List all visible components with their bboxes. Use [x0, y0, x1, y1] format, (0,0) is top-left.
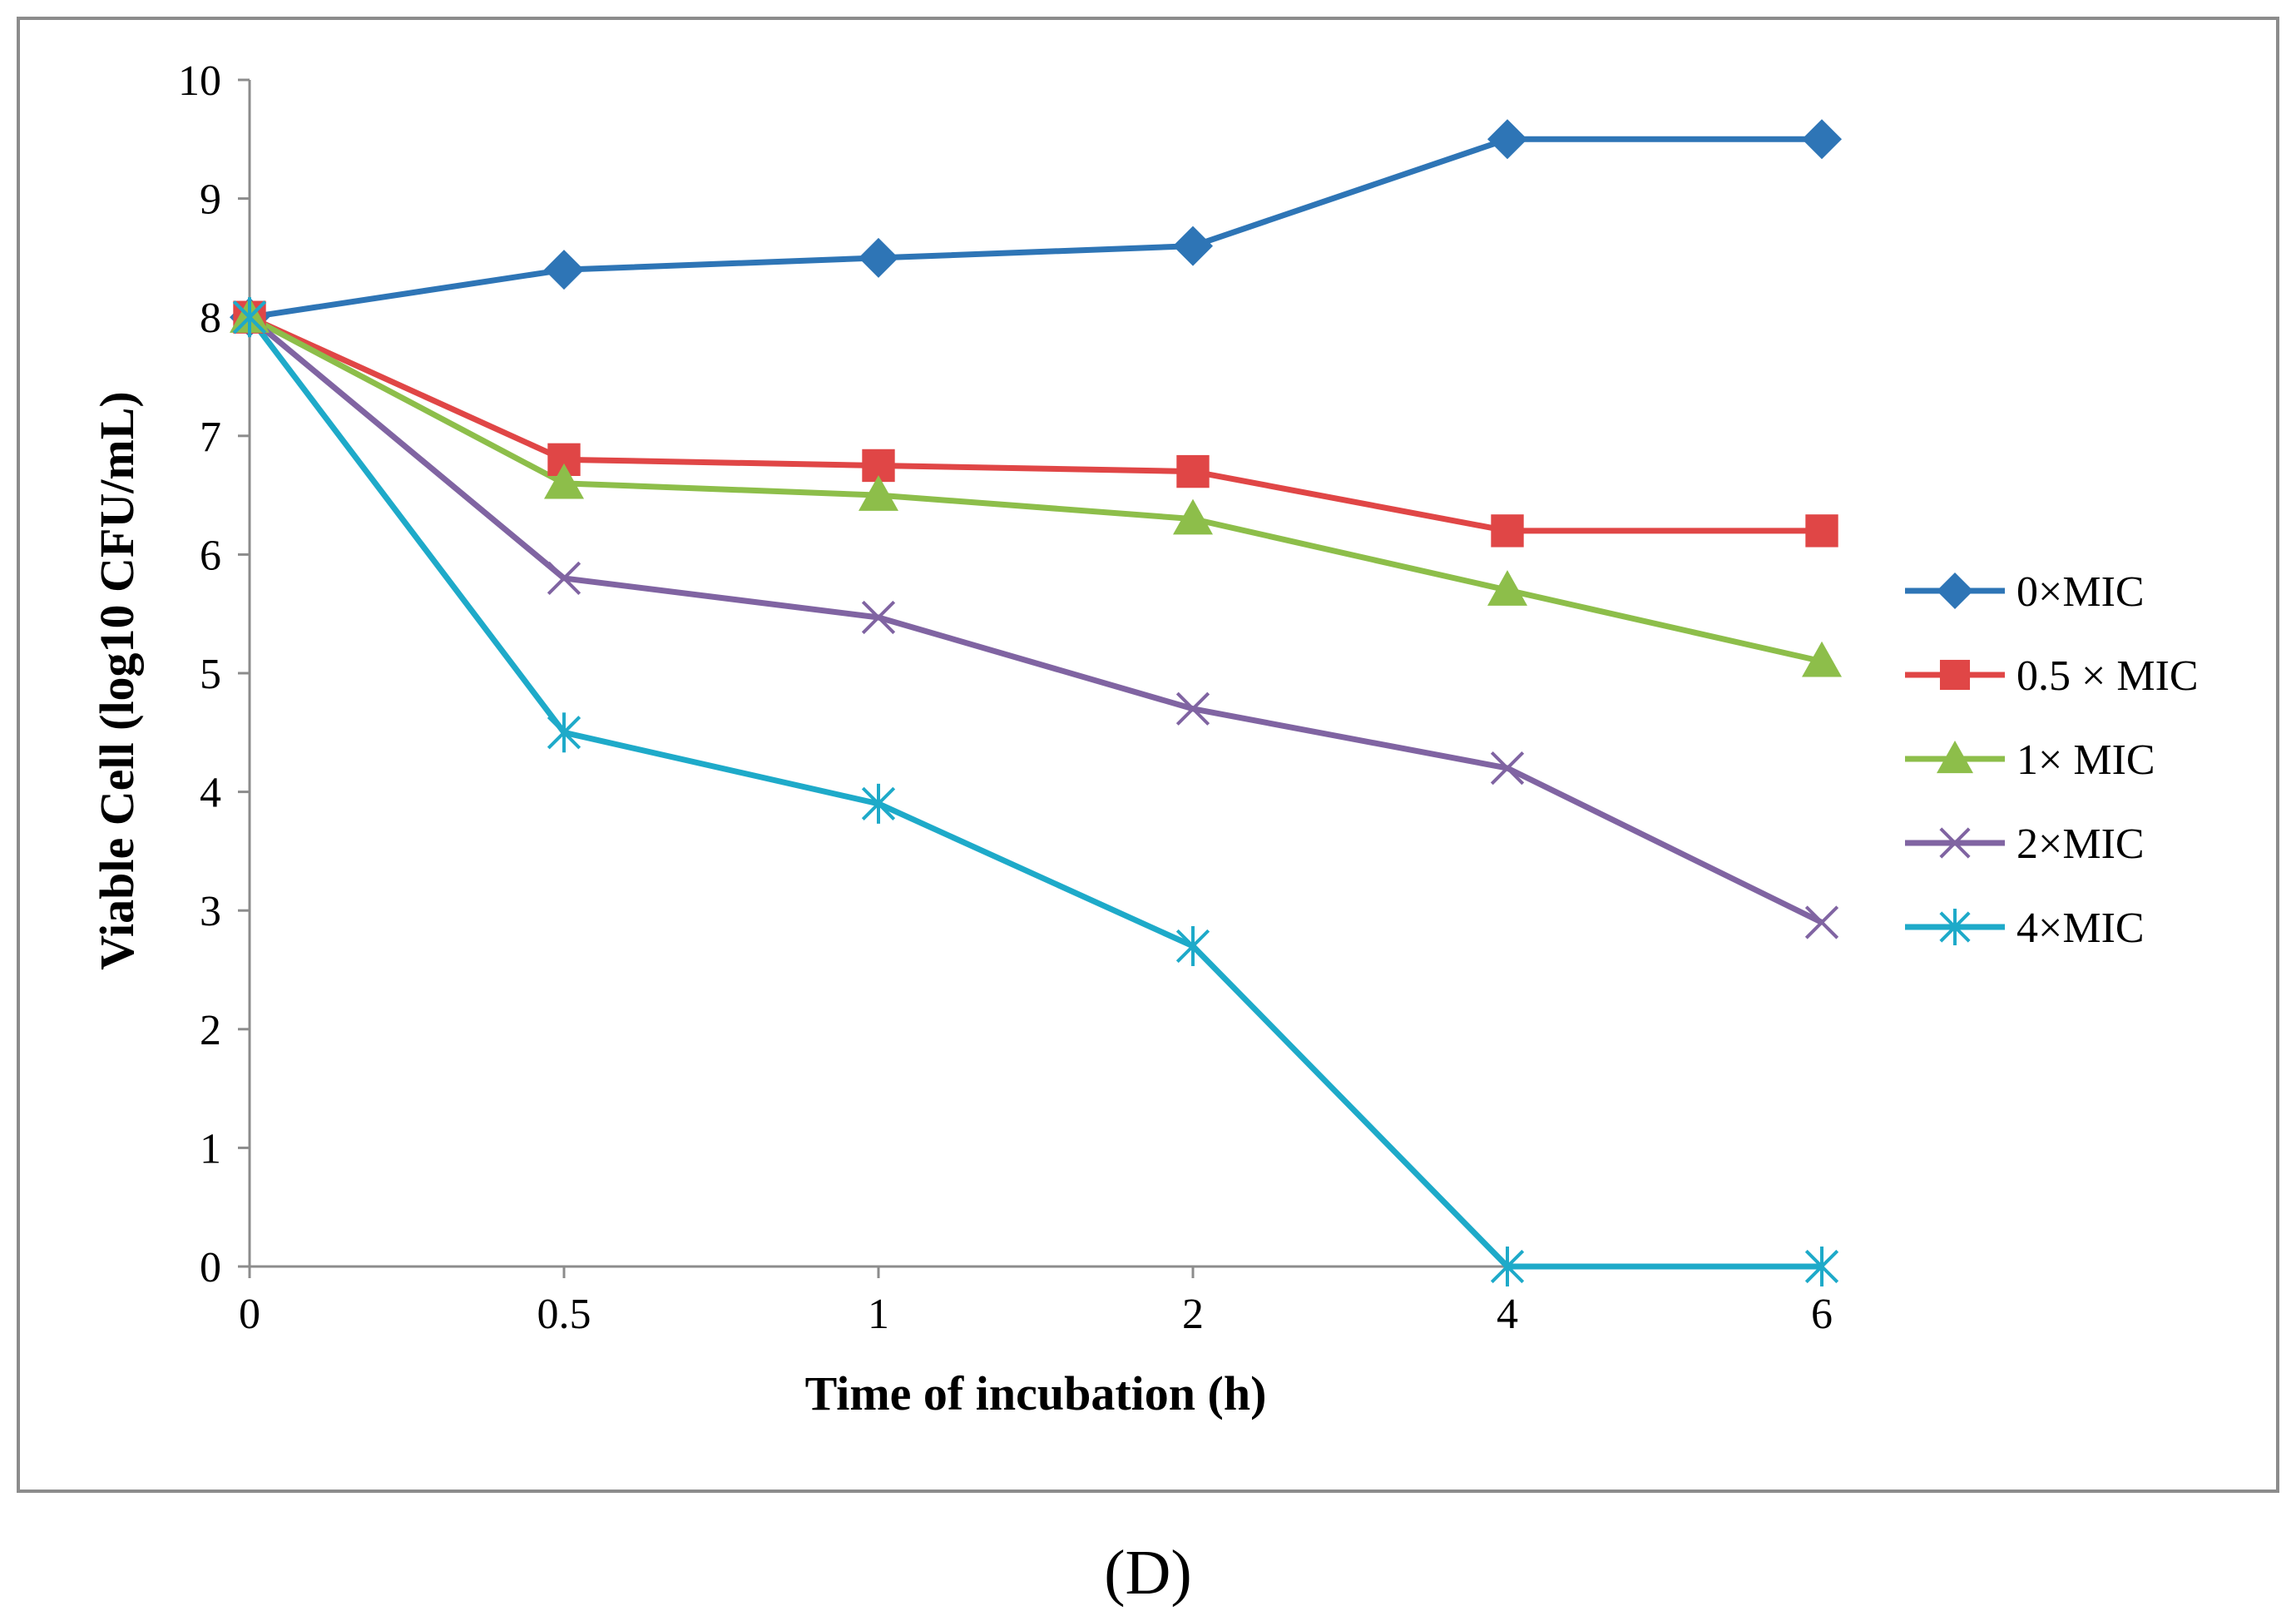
data-point: [1175, 925, 1210, 966]
data-point: [1175, 691, 1210, 726]
legend-label: 2×MIC: [2016, 820, 2145, 868]
x-tick-label: 4: [1497, 1291, 1518, 1338]
y-tick-label: 0: [200, 1244, 221, 1291]
data-point: [1487, 570, 1527, 606]
legend-label: 4×MIC: [2016, 905, 2145, 952]
panel-label: (D): [1104, 1538, 1192, 1608]
y-tick-label: 5: [200, 651, 221, 698]
series-line: [248, 315, 1822, 534]
y-tick-label: 8: [200, 295, 221, 342]
marker-stroke: [1175, 691, 1210, 726]
series-line: [247, 315, 1823, 925]
y-tick-label: 3: [200, 888, 221, 935]
data-point: [1491, 514, 1524, 548]
legend-item: 2×MIC: [1905, 820, 2145, 868]
legend-item: 0.5 × MIC: [1905, 652, 2199, 700]
x-tick-label: 1: [868, 1291, 889, 1338]
data-point: [1490, 751, 1525, 786]
legend-item: 4×MIC: [1905, 905, 2145, 952]
data-point: [1487, 119, 1527, 160]
data-point: [861, 783, 896, 824]
series-line: [248, 315, 1823, 665]
data-point: [1939, 909, 1971, 945]
y-axis-title: Viable Cell (log10 CFU/mL): [90, 391, 144, 969]
marker-stroke: [1804, 905, 1839, 939]
chart-frame: [17, 17, 2279, 1493]
x-tick-label: 6: [1811, 1291, 1833, 1338]
series-markers: [232, 297, 1839, 1286]
data-point: [859, 237, 898, 278]
legend: 0×MIC 0.5 × MIC 1× MIC 2×MIC 4×MIC: [1905, 568, 2199, 952]
data-point: [1805, 514, 1838, 548]
data-point: [861, 600, 896, 635]
legend-label: 1× MIC: [2016, 736, 2155, 784]
y-tick-label: 2: [200, 1007, 221, 1054]
marker-stroke: [861, 600, 896, 635]
data-point: [1937, 573, 1973, 609]
x-tick-label: 2: [1182, 1291, 1204, 1338]
data-point: [1490, 1247, 1525, 1286]
tick-labels: 0 1 2 3 4 5 6 7 8 9 10 0 0.5 1 2 4 6: [178, 57, 1833, 1338]
y-tick-label: 9: [200, 176, 221, 224]
x-tick-label: 0: [239, 1291, 260, 1338]
x-tick-label: 0.5: [537, 1291, 591, 1338]
data-point: [1802, 641, 1842, 677]
data-point: [1804, 905, 1839, 939]
x-axis-title: Time of incubation (h): [805, 1366, 1267, 1420]
marker-stroke: [547, 561, 581, 596]
data-point: [544, 250, 584, 290]
data-point: [544, 463, 584, 499]
legend-item: 0×MIC: [1905, 568, 2145, 616]
data-point: [1939, 659, 1971, 691]
data-point: [859, 475, 898, 511]
y-tick-label: 4: [200, 770, 221, 817]
y-tick-label: 10: [178, 57, 221, 105]
series-line: [247, 315, 1822, 1270]
marker-stroke: [1939, 827, 1971, 859]
series-markers: [230, 119, 1842, 338]
data-point: [1173, 498, 1213, 535]
data-point: [1176, 454, 1210, 488]
legend-item: 1× MIC: [1905, 736, 2155, 784]
y-tick-label: 7: [200, 414, 221, 461]
data-point: [1937, 741, 1973, 774]
marker-stroke: [1490, 751, 1525, 786]
data-point: [1802, 119, 1842, 160]
legend-label: 0.5 × MIC: [2016, 652, 2199, 700]
y-tick-label: 6: [200, 532, 221, 579]
legend-label: 0×MIC: [2016, 568, 2145, 616]
data-point: [547, 712, 581, 753]
data-point: [1173, 226, 1213, 266]
series-lines: [247, 136, 1823, 1270]
data-point: [1939, 827, 1971, 859]
data-point: [232, 297, 267, 338]
series-line: [249, 136, 1822, 320]
data-point: [547, 561, 581, 596]
series-markers: [230, 119, 1842, 1286]
data-point: [1804, 1247, 1839, 1286]
y-tick-label: 1: [200, 1125, 221, 1172]
